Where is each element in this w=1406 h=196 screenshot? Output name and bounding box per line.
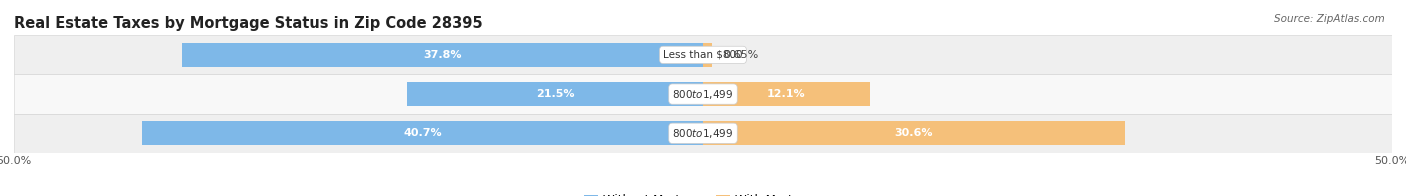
Text: Source: ZipAtlas.com: Source: ZipAtlas.com: [1274, 14, 1385, 24]
Bar: [183, 43, 703, 67]
Text: Less than $800: Less than $800: [664, 50, 742, 60]
Legend: Without Mortgage, With Mortgage: Without Mortgage, With Mortgage: [579, 189, 827, 196]
Text: 21.5%: 21.5%: [536, 89, 574, 99]
Bar: [142, 121, 703, 145]
Text: 0.65%: 0.65%: [723, 50, 758, 60]
Text: 30.6%: 30.6%: [894, 128, 934, 138]
Bar: [703, 43, 711, 67]
Text: Real Estate Taxes by Mortgage Status in Zip Code 28395: Real Estate Taxes by Mortgage Status in …: [14, 16, 482, 31]
Text: 40.7%: 40.7%: [404, 128, 441, 138]
Bar: [14, 35, 1392, 74]
Bar: [406, 82, 703, 106]
Text: $800 to $1,499: $800 to $1,499: [672, 127, 734, 140]
Bar: [703, 121, 1125, 145]
Text: 37.8%: 37.8%: [423, 50, 461, 60]
Text: $800 to $1,499: $800 to $1,499: [672, 88, 734, 101]
Bar: [14, 114, 1392, 153]
Text: 12.1%: 12.1%: [768, 89, 806, 99]
Bar: [703, 82, 870, 106]
Bar: [14, 74, 1392, 114]
